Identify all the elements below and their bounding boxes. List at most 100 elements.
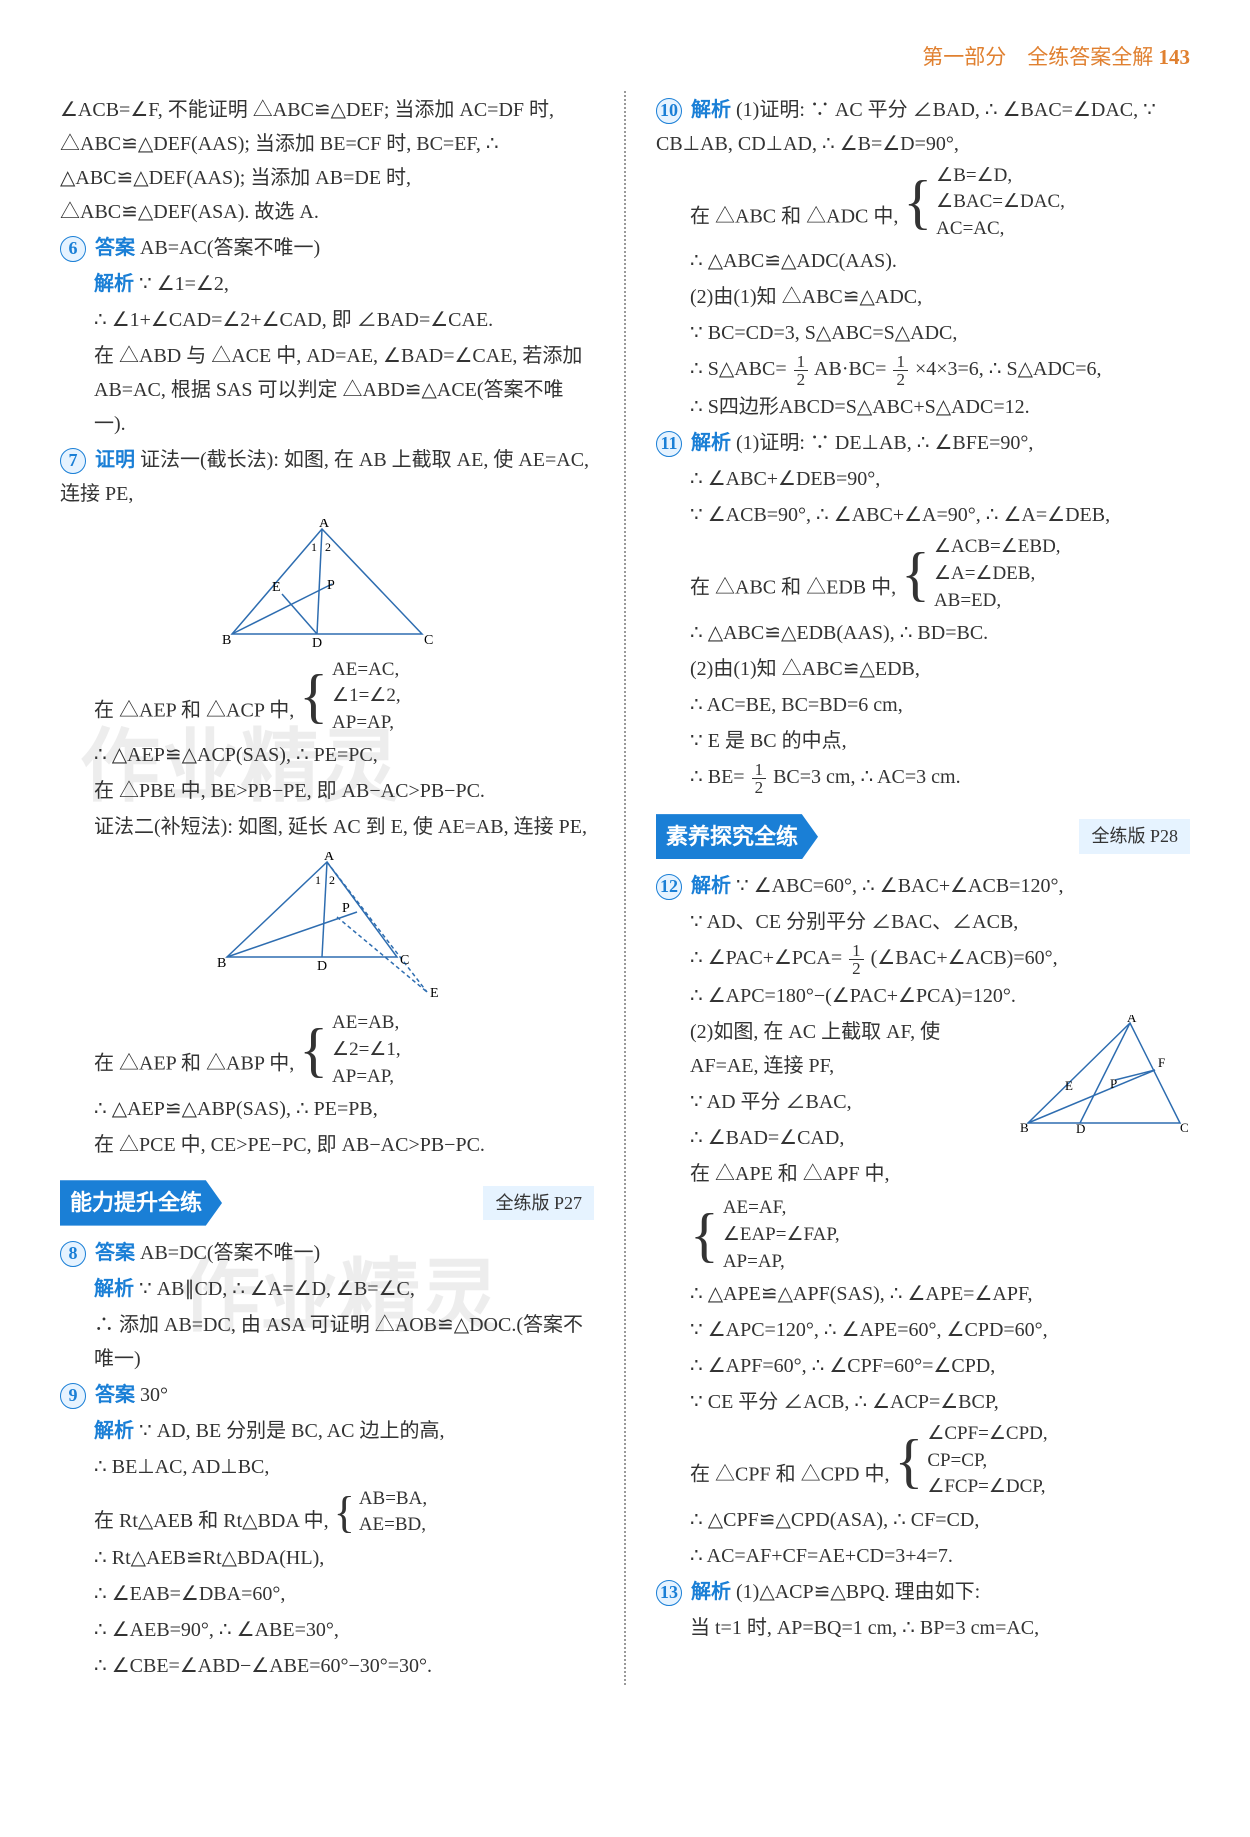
body-text: 在 △ABD 与 △ACE 中, AD=AE, ∠BAD=∠CAE, 若添加 A… (60, 339, 594, 441)
brace-line: AE=BD, (359, 1512, 427, 1539)
brace-line: ∠B=∠D, (936, 163, 1065, 190)
column-divider (624, 91, 626, 1685)
proof-label: 证明 (95, 449, 135, 471)
body-text: ∴ BE⊥AC, AD⊥BC, (60, 1450, 594, 1484)
question-number: 7 (60, 448, 86, 474)
body-text: ∴ △ABC≌△ADC(AAS). (656, 244, 1190, 278)
section-bar: 素养探究全练 全练版 P28 (656, 814, 1190, 859)
svg-text:B: B (217, 956, 226, 971)
body-text: ∴ ∠AEB=90°, ∴ ∠ABE=30°, (60, 1613, 594, 1647)
body-text: 在 Rt△AEB 和 Rt△BDA 中, (94, 1510, 334, 1532)
answer-text: AB=AC(答案不唯一) (140, 237, 320, 259)
brace-line: AE=AF, (723, 1195, 840, 1222)
brace-line: AC=AC, (936, 216, 1065, 243)
svg-text:B: B (222, 633, 231, 648)
solution-label: 解析 (691, 1581, 731, 1603)
answer-label: 答案 (95, 1242, 135, 1264)
body-text: ∵ E 是 BC 的中点, (656, 724, 1190, 758)
body-text: ∵ ∠1=∠2, (139, 273, 229, 295)
body-text: (∠BAC+∠ACB)=60°, (871, 947, 1058, 969)
body-text: 当 t=1 时, AP=BQ=1 cm, ∴ BP=3 cm=AC, (656, 1611, 1190, 1645)
question-number: 12 (656, 874, 682, 900)
body-text: ∴ ∠EAB=∠DBA=60°, (60, 1577, 594, 1611)
body-text: ∴ △CPF≌△CPD(ASA), ∴ CF=CD, (656, 1503, 1190, 1537)
brace-line: AB=ED, (934, 588, 1061, 615)
body-text: ∴ △APE≌△APF(SAS), ∴ ∠APE=∠APF, (656, 1277, 1190, 1311)
body-text: 在 △APE 和 △APF 中, (656, 1157, 1190, 1191)
svg-text:1: 1 (311, 540, 317, 554)
body-text: (1)证明: ∵ DE⊥AB, ∴ ∠BFE=90°, (736, 432, 1033, 454)
answer-text: 30° (140, 1384, 168, 1406)
geometry-figure: A B C D E P F (1020, 1015, 1190, 1146)
svg-text:C: C (1180, 1120, 1189, 1135)
brace-line: ∠ACB=∠EBD, (934, 534, 1061, 561)
body-text: 在 △AEP 和 △ABP 中, (94, 1053, 299, 1075)
svg-text:D: D (1076, 1121, 1085, 1135)
body-text: ∴ ∠APC=180°−(∠PAC+∠PCA)=120°. (656, 979, 1190, 1013)
question-number: 6 (60, 236, 86, 262)
svg-text:A: A (1127, 1015, 1137, 1025)
brace-line: AE=AB, (332, 1010, 401, 1037)
body-text: 在 △PBE 中, BE>PB−PE, 即 AB−AC>PB−PC. (60, 774, 594, 808)
svg-text:C: C (400, 953, 409, 968)
question-number: 8 (60, 1241, 86, 1267)
brace-line: AE=AC, (332, 657, 401, 684)
brace-line: ∠1=∠2, (332, 683, 401, 710)
body-text: ∴ ∠1+∠CAD=∠2+∠CAD, 即 ∠BAD=∠CAE. (60, 303, 594, 337)
svg-text:B: B (1020, 1120, 1029, 1135)
left-column: ∠ACB=∠F, 不能证明 △ABC≌△DEF; 当添加 AC=DF 时, △A… (60, 91, 594, 1685)
body-text: ∴ ∠PAC+∠PCA= (690, 947, 842, 969)
svg-text:P: P (342, 901, 350, 916)
section-title: 素养探究全练 (656, 814, 818, 859)
svg-text:D: D (317, 959, 327, 974)
brace-line: ∠A=∠DEB, (934, 561, 1061, 588)
body-text: ∵ AB∥CD, ∴ ∠A=∠D, ∠B=∠C, (139, 1278, 415, 1300)
solution-label: 解析 (691, 875, 731, 897)
page-header: 第一部分 全练答案全解 143 (60, 40, 1190, 76)
body-text: ∴ ∠ABC+∠DEB=90°, (656, 462, 1190, 496)
section-title: 能力提升全练 (60, 1180, 222, 1225)
question-number: 10 (656, 98, 682, 124)
body-text: ∵ ∠ABC=60°, ∴ ∠BAC+∠ACB=120°, (736, 875, 1063, 897)
body-text: ∵ ∠APC=120°, ∴ ∠APE=60°, ∠CPD=60°, (656, 1313, 1190, 1347)
svg-text:C: C (424, 633, 433, 648)
body-text: ×4×3=6, ∴ S△ADC=6, (915, 358, 1102, 380)
body-text: ∵ BC=CD=3, S△ABC=S△ADC, (656, 316, 1190, 350)
section-pageref: 全练版 P28 (1079, 819, 1190, 854)
svg-text:A: A (319, 519, 330, 531)
body-text: ∴ △ABC≌△EDB(AAS), ∴ BD=BC. (656, 616, 1190, 650)
brace-line: AB=BA, (359, 1486, 427, 1513)
geometry-figure: A B C D E P 1 2 (60, 519, 594, 649)
svg-text:F: F (1158, 1055, 1165, 1070)
body-text: 在 △ABC 和 △EDB 中, (690, 577, 901, 599)
svg-text:1: 1 (315, 873, 321, 887)
brace-line: AP=AP, (332, 1064, 401, 1091)
question-number: 13 (656, 1580, 682, 1606)
solution-label: 解析 (94, 1278, 134, 1300)
solution-label: 解析 (691, 432, 731, 454)
body-text: ∵ AD、CE 分别平分 ∠BAC、∠ACB, (656, 905, 1190, 939)
body-text: ∵ CE 平分 ∠ACB, ∴ ∠ACP=∠BCP, (656, 1385, 1190, 1419)
body-text: ∴ S△ABC= (690, 358, 787, 380)
svg-text:2: 2 (329, 873, 335, 887)
body-text: ∴ △AEP≌△ABP(SAS), ∴ PE=PB, (60, 1092, 594, 1126)
answer-text: AB=DC(答案不唯一) (140, 1242, 320, 1264)
body-text: ∴ ∠CBE=∠ABD−∠ABE=60°−30°=30°. (60, 1649, 594, 1683)
brace-line: AP=AP, (332, 710, 401, 737)
right-column: 10 解析 (1)证明: ∵ AC 平分 ∠BAD, ∴ ∠BAC=∠DAC, … (656, 91, 1190, 1685)
body-text: 在 △ABC 和 △ADC 中, (690, 205, 903, 227)
body-text: ∠ACB=∠F, 不能证明 △ABC≌△DEF; 当添加 AC=DF 时, △A… (60, 93, 594, 229)
brace-line: ∠FCP=∠DCP, (927, 1474, 1047, 1501)
brace-line: ∠BAC=∠DAC, (936, 189, 1065, 216)
brace-line: ∠EAP=∠FAP, (723, 1222, 840, 1249)
body-text: ∴ AC=BE, BC=BD=6 cm, (656, 688, 1190, 722)
body-text: (1)△ACP≌△BPQ. 理由如下: (736, 1581, 980, 1603)
section-pageref: 全练版 P27 (483, 1186, 594, 1221)
body-text: BC=3 cm, ∴ AC=3 cm. (773, 766, 961, 788)
body-text: ∵ AD, BE 分别是 BC, AC 边上的高, (139, 1420, 445, 1442)
body-text: ∴ AC=AF+CF=AE+CD=3+4=7. (656, 1539, 1190, 1573)
section-label: 第一部分 全练答案全解 (922, 45, 1153, 69)
body-text: ∴ Rt△AEB≌Rt△BDA(HL), (60, 1541, 594, 1575)
body-text: ∴ 添加 AB=DC, 由 ASA 可证明 △AOB≌△DOC.(答案不唯一) (60, 1308, 594, 1376)
body-text: 在 △PCE 中, CE>PE−PC, 即 AB−AC>PB−PC. (60, 1128, 594, 1162)
